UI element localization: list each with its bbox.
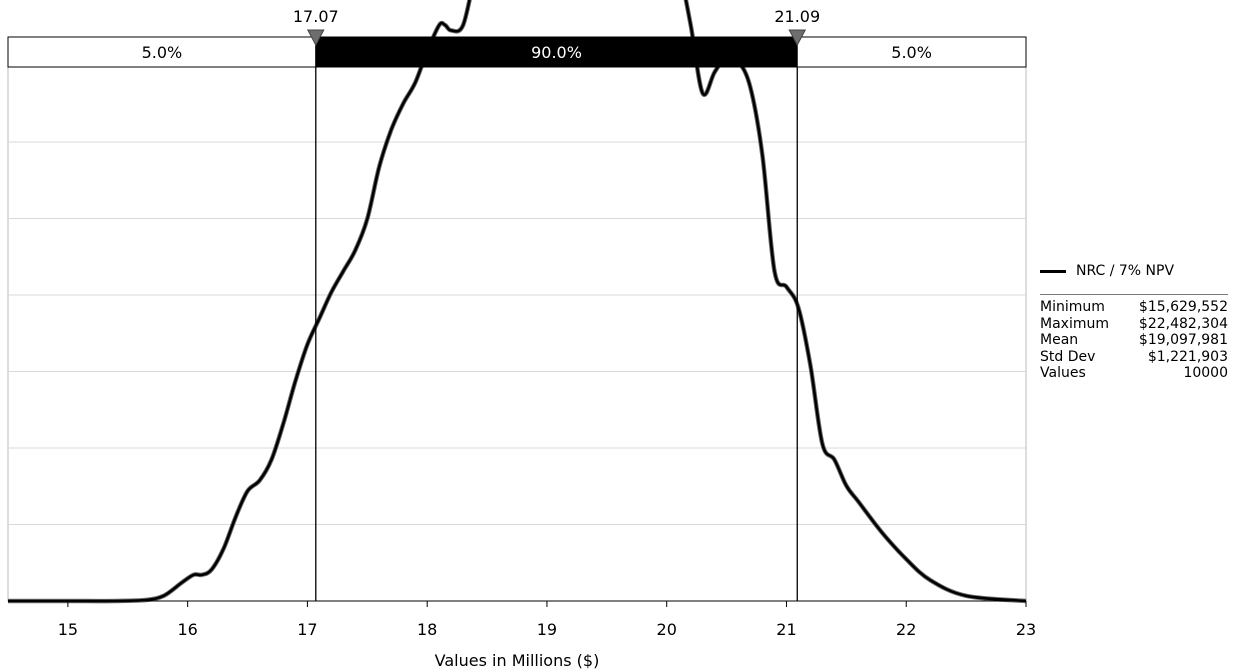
marker-handle-icon[interactable] [788, 29, 807, 47]
density-curve-shadow [8, 0, 1027, 604]
x-tick-label: 20 [657, 620, 677, 639]
x-tick-label: 16 [177, 620, 197, 639]
x-tick-label: 18 [417, 620, 437, 639]
band-label: 90.0% [531, 43, 582, 62]
legend-label: NRC / 7% NPV [1076, 263, 1175, 279]
x-tick-label: 19 [537, 620, 557, 639]
marker-layer [315, 67, 798, 601]
stat-value: $1,221,903 [1147, 348, 1228, 365]
stat-row-std-dev: Std Dev $1,221,903 [1040, 349, 1228, 366]
percentile-band-bar[interactable]: 5.0% 90.0% 5.0% 17.07 21.09 [7, 7, 1027, 68]
marker-value-label: 21.09 [774, 7, 820, 26]
stat-row-minimum: Minimum $15,629,552 [1040, 299, 1228, 316]
x-tick-label: 15 [58, 620, 78, 639]
stat-label: Std Dev [1040, 348, 1096, 365]
x-tick-label: 17 [297, 620, 317, 639]
legend-line-swatch [1040, 269, 1066, 273]
x-tick-label: 21 [776, 620, 796, 639]
marker-handle-icon[interactable] [306, 29, 325, 47]
stat-value: $19,097,981 [1138, 332, 1228, 348]
legend: NRC / 7% NPV Minimum $15,629,552 Maximum… [1040, 262, 1230, 382]
stat-row-mean: Mean $19,097,981 [1040, 332, 1228, 349]
stat-label: Maximum [1040, 315, 1109, 332]
stat-value: $15,629,552 [1138, 299, 1228, 315]
density-curve [8, 0, 1027, 603]
legend-entry: NRC / 7% NPV [1040, 262, 1230, 280]
stat-label: Mean [1040, 332, 1079, 348]
x-tick-label: 23 [1016, 620, 1036, 639]
x-tick-label: 22 [896, 620, 916, 639]
percentile-band-segment [7, 36, 317, 68]
band-label: 5.0% [891, 43, 932, 62]
stat-label: Values [1040, 365, 1086, 381]
stat-row-values: Values 10000 [1040, 365, 1228, 382]
percentile-band-segment [796, 36, 1027, 68]
curve-layer [8, 0, 1027, 604]
stat-label: Minimum [1040, 299, 1105, 315]
gridlines [8, 141, 1026, 525]
x-axis: 15 16 17 18 19 20 21 22 23 [8, 600, 1036, 639]
x-axis-title: Values in Millions ($) [435, 651, 600, 670]
stat-value: $22,482,304 [1138, 315, 1228, 332]
legend-divider [1040, 294, 1228, 295]
stat-value: 10000 [1183, 365, 1228, 381]
marker-value-label: 17.07 [293, 7, 339, 26]
stats-table: Minimum $15,629,552 Maximum $22,482,304 … [1040, 299, 1230, 382]
stat-row-maximum: Maximum $22,482,304 [1040, 316, 1228, 333]
band-label: 5.0% [142, 43, 183, 62]
